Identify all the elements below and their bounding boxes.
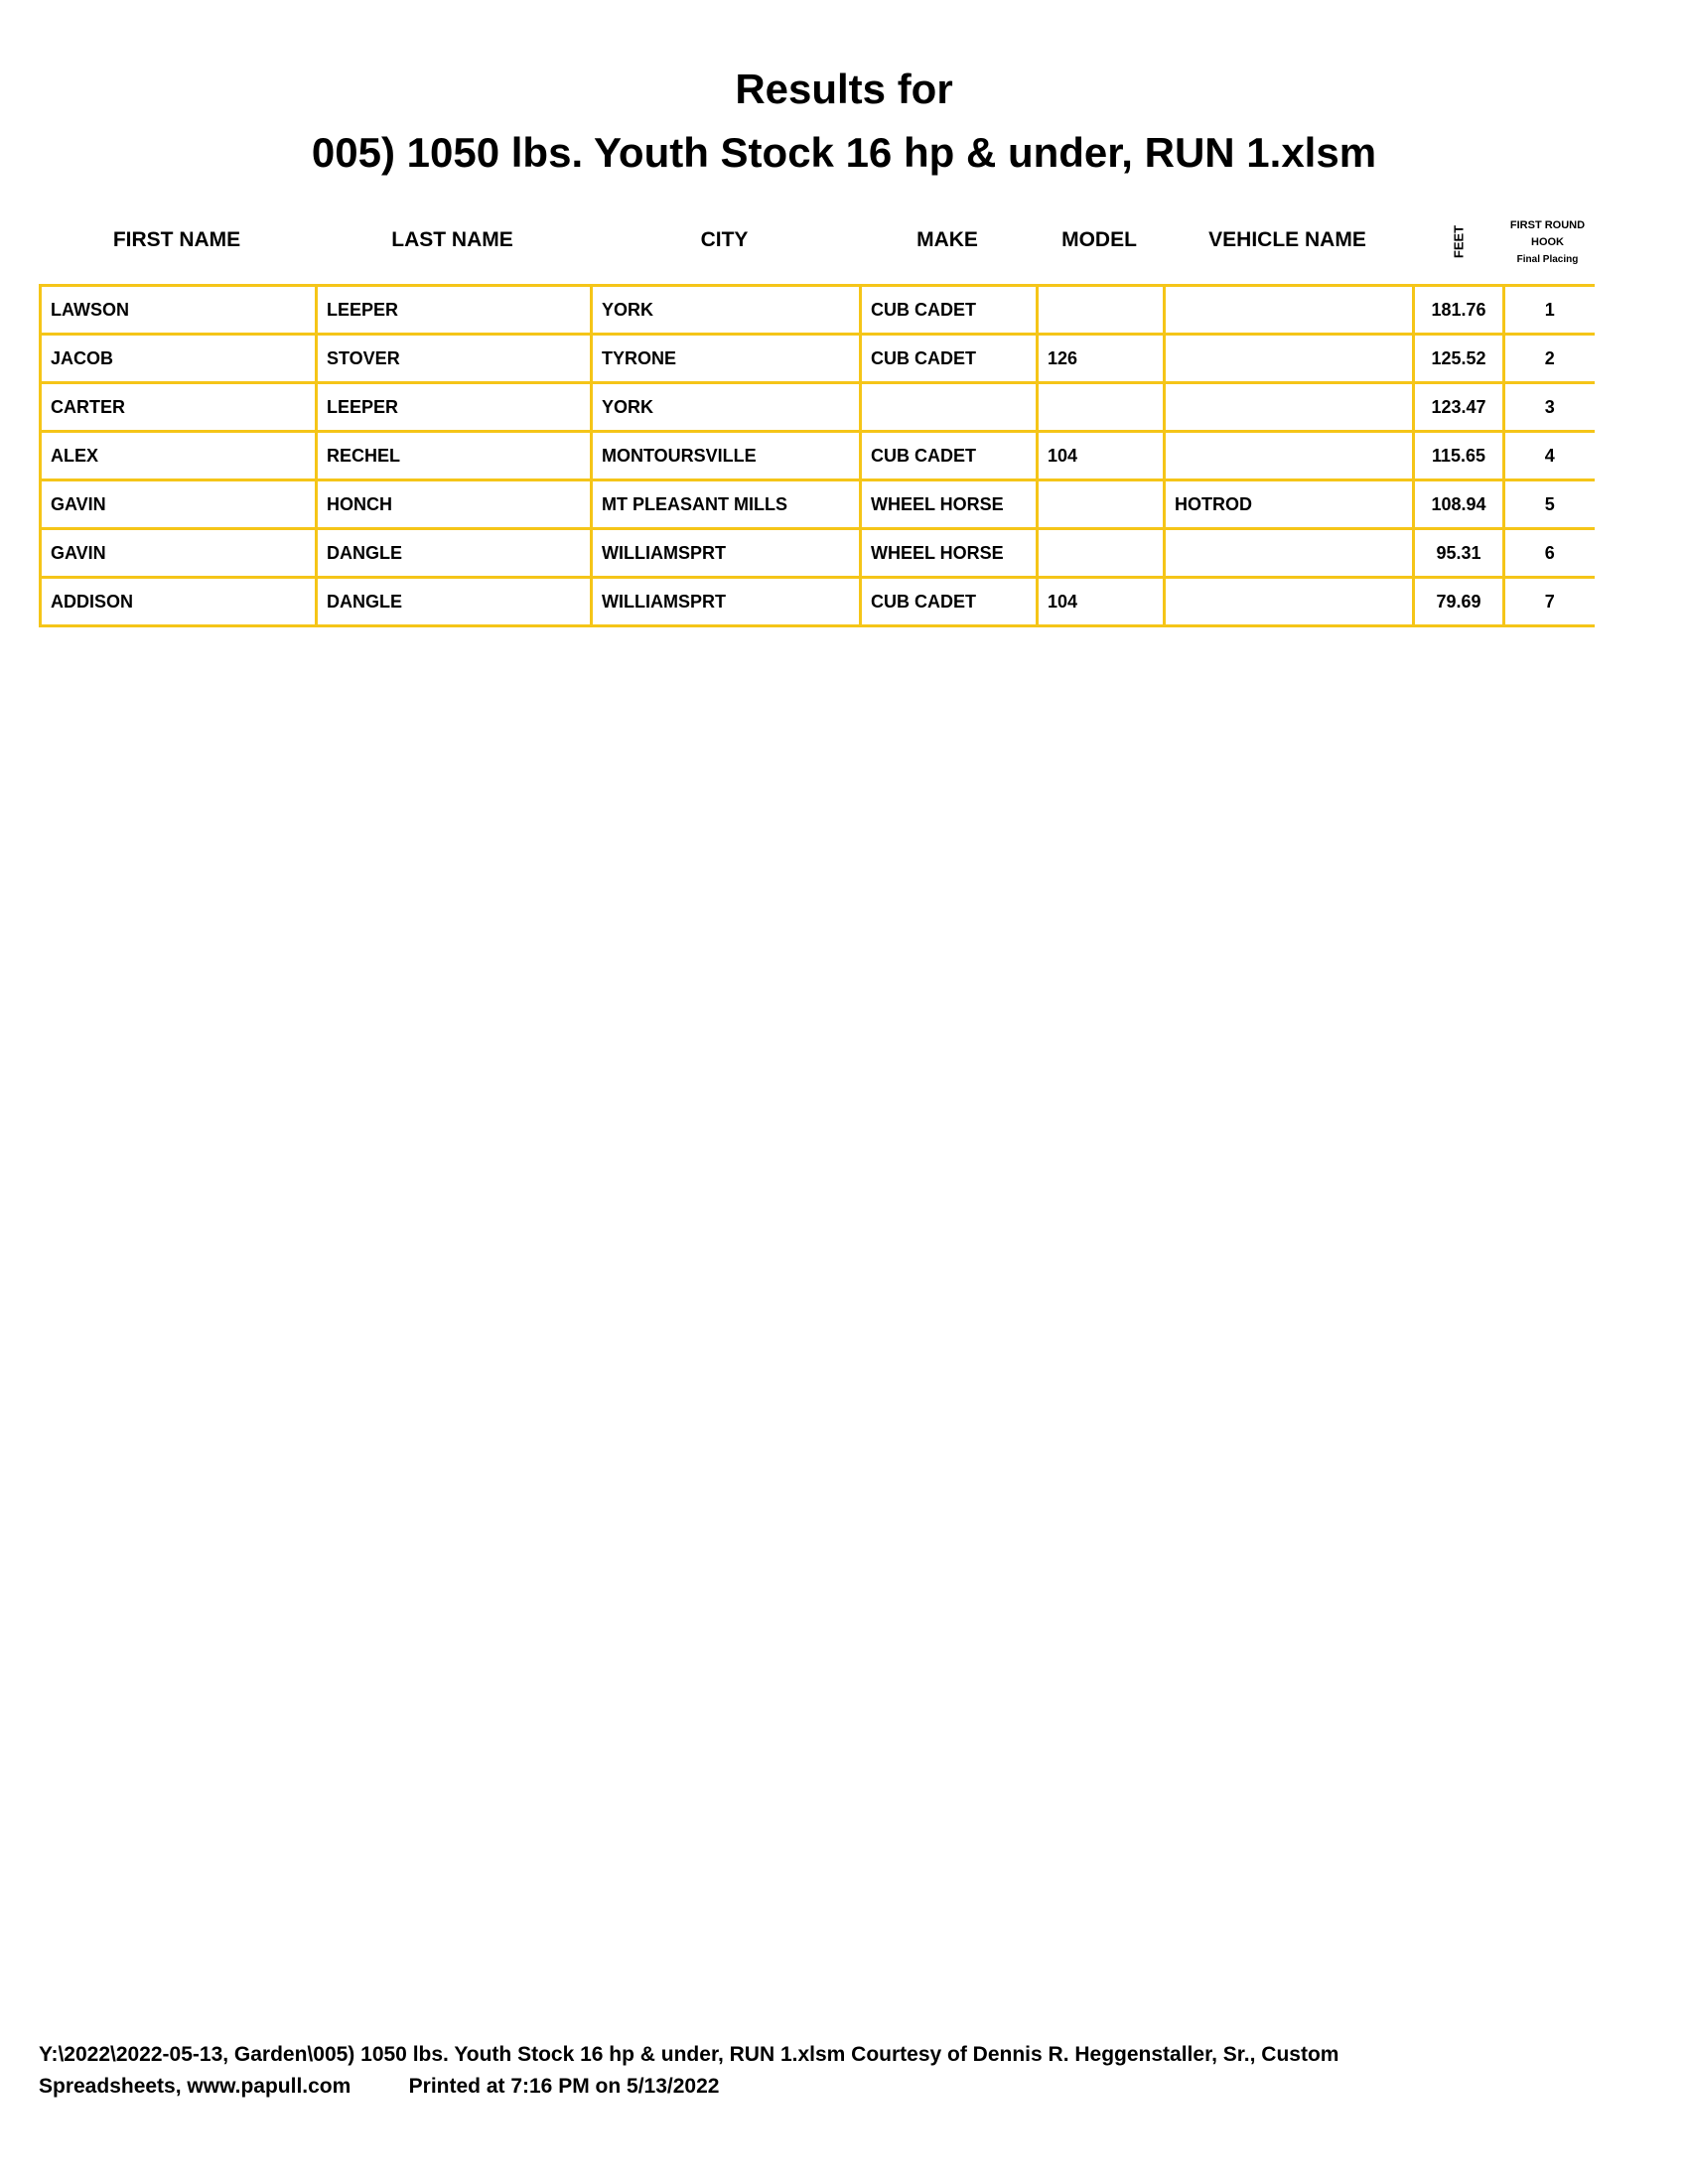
footer-line-1: Y:\2022\2022-05-13, Garden\005) 1050 lbs… — [39, 2043, 1339, 2066]
feet-cell: 125.52 — [1412, 333, 1504, 384]
make-cell: WHEEL HORSE — [859, 478, 1038, 530]
placing-cell: 1 — [1502, 284, 1595, 336]
feet-cell: 181.76 — [1412, 284, 1504, 336]
first-name-cell: CARTER — [39, 381, 317, 433]
header-feet: FEET — [1451, 224, 1467, 259]
feet-cell: 95.31 — [1412, 527, 1504, 579]
header-placing: FIRST ROUND HOOK Final Placing — [1502, 217, 1593, 268]
city-cell: YORK — [590, 381, 861, 433]
page-title: Results for — [735, 66, 953, 112]
header-model: MODEL — [1061, 228, 1137, 251]
vehicle-name-cell — [1163, 576, 1414, 627]
first-name-cell: LAWSON — [39, 284, 317, 336]
model-cell — [1036, 284, 1165, 336]
city-cell: WILLIAMSPRT — [590, 576, 861, 627]
city-cell: YORK — [590, 284, 861, 336]
first-name-cell: JACOB — [39, 333, 317, 384]
placing-cell: 6 — [1502, 527, 1595, 579]
placing-cell: 5 — [1502, 478, 1595, 530]
model-cell — [1036, 478, 1165, 530]
last-name-cell: LEEPER — [315, 381, 592, 433]
vehicle-name-cell — [1163, 284, 1414, 336]
header-last-name: LAST NAME — [391, 228, 513, 251]
results-table: LAWSON LEEPER YORK CUB CADET 181.76 1 JACOB STO… — [39, 284, 1595, 627]
city-cell: MONTOURSVILLE — [590, 430, 861, 481]
last-name-cell: DANGLE — [315, 576, 592, 627]
make-cell: CUB CADET — [859, 333, 1038, 384]
header-placing-line1: FIRST ROUND — [1509, 219, 1586, 231]
make-cell: WHEEL HORSE — [859, 527, 1038, 579]
make-cell: CUB CADET — [859, 284, 1038, 336]
header-placing-line2: HOOK — [1531, 236, 1564, 248]
placing-cell: 7 — [1502, 576, 1595, 627]
last-name-cell: RECHEL — [315, 430, 592, 481]
first-name-cell: GAVIN — [39, 478, 317, 530]
header-first-name: FIRST NAME — [112, 228, 241, 251]
model-cell: 104 — [1036, 576, 1165, 627]
vehicle-name-cell — [1163, 381, 1414, 433]
first-name-cell: GAVIN — [39, 527, 317, 579]
model-cell: 126 — [1036, 333, 1165, 384]
vehicle-name-cell: HOTROD — [1163, 478, 1414, 530]
table-row: ADDISON DANGLE WILLIAMSPRT CUB CADET 104 79.6… — [39, 576, 1595, 627]
make-cell — [859, 381, 1038, 433]
placing-cell: 2 — [1502, 333, 1595, 384]
vehicle-name-cell — [1163, 527, 1414, 579]
feet-cell: 108.94 — [1412, 478, 1504, 530]
placing-cell: 3 — [1502, 381, 1595, 433]
table-row: GAVIN DANGLE WILLIAMSPRT WHEEL HORSE 95.31 6 — [39, 527, 1595, 579]
table-row: CARTER LEEPER YORK 123.47 3 — [39, 381, 1595, 433]
feet-cell: 115.65 — [1412, 430, 1504, 481]
placing-cell: 4 — [1502, 430, 1595, 481]
first-name-cell: ADDISON — [39, 576, 317, 627]
header-make: MAKE — [916, 228, 978, 251]
last-name-cell: HONCH — [315, 478, 592, 530]
model-cell: 104 — [1036, 430, 1165, 481]
first-name-cell: ALEX — [39, 430, 317, 481]
last-name-cell: STOVER — [315, 333, 592, 384]
table-row: LAWSON LEEPER YORK CUB CADET 181.76 1 — [39, 284, 1595, 336]
model-cell — [1036, 381, 1165, 433]
header-vehicle-name: VEHICLE NAME — [1208, 228, 1366, 251]
city-cell: TYRONE — [590, 333, 861, 384]
table-row: GAVIN HONCH MT PLEASANT MILLS WHEEL HORSE HO… — [39, 478, 1595, 530]
footer-line-2: Spreadsheets, www.papull.com Printed at … — [39, 2075, 720, 2098]
city-cell: WILLIAMSPRT — [590, 527, 861, 579]
vehicle-name-cell — [1163, 430, 1414, 481]
last-name-cell: DANGLE — [315, 527, 592, 579]
vehicle-name-cell — [1163, 333, 1414, 384]
feet-cell: 79.69 — [1412, 576, 1504, 627]
table-row: ALEX RECHEL MONTOURSVILLE CUB CADET 104 115.6… — [39, 430, 1595, 481]
make-cell: CUB CADET — [859, 430, 1038, 481]
page-subtitle: 005) 1050 lbs. Youth Stock 16 hp & under… — [311, 129, 1377, 176]
last-name-cell: LEEPER — [315, 284, 592, 336]
feet-cell: 123.47 — [1412, 381, 1504, 433]
header-placing-line3: Final Placing — [1516, 254, 1579, 265]
header-city: CITY — [700, 228, 749, 251]
city-cell: MT PLEASANT MILLS — [590, 478, 861, 530]
make-cell: CUB CADET — [859, 576, 1038, 627]
table-row: JACOB STOVER TYRONE CUB CADET 126 125.52 2 — [39, 333, 1595, 384]
model-cell — [1036, 527, 1165, 579]
